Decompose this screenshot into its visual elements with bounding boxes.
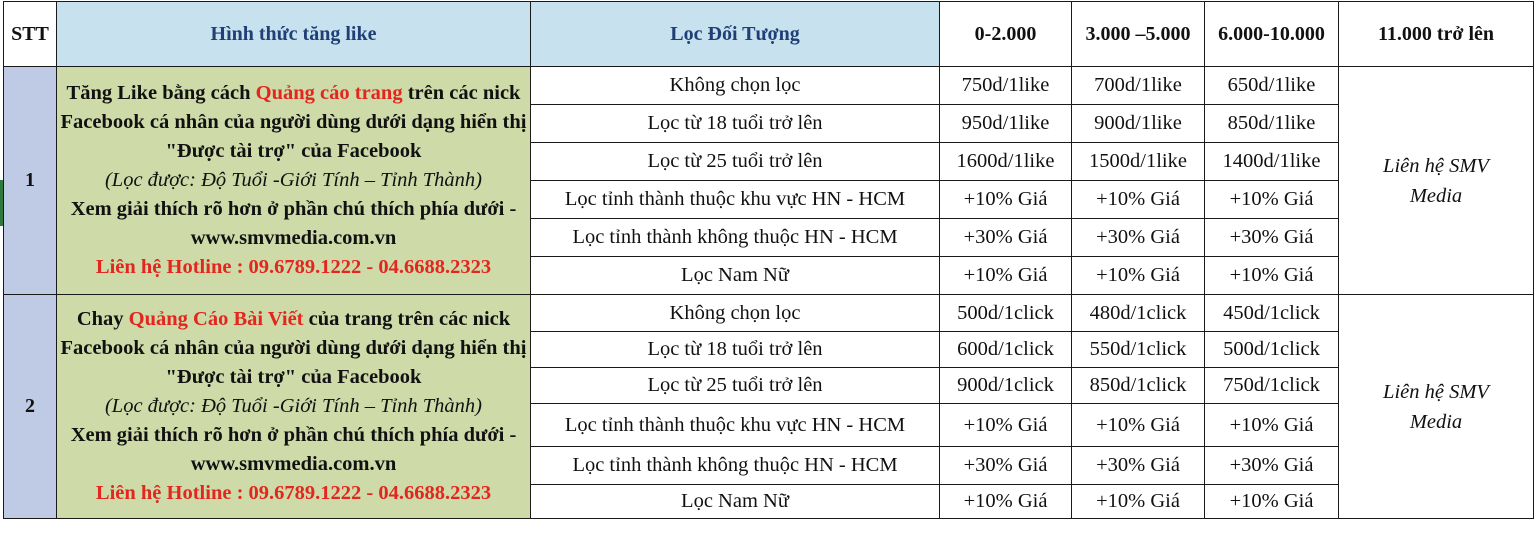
stt-cell[interactable]: 1	[3, 66, 57, 295]
header-filter[interactable]: Lọc Đối Tượng	[530, 1, 940, 67]
desc-highlight: Quảng cáo trang	[255, 82, 403, 104]
description-cell[interactable]: Tăng Like bằng cách Quảng cáo trang trên…	[56, 66, 531, 295]
table-row: Lọc tỉnh thành không thuộc HN - HCM +30% …	[4, 218, 1534, 257]
desc-filters-note: (Lọc được: Độ Tuổi -Giới Tính – Tỉnh Thà…	[104, 395, 483, 417]
table-row: Lọc Nam Nữ +10% Giá +10% Giá +10% Giá	[4, 256, 1534, 295]
header-row: STT Hình thức tăng like Lọc Đối Tượng 0-…	[3, 1, 1534, 67]
price-cell-tier-1[interactable]: +10% Giá	[939, 403, 1072, 447]
price-cell-tier-1[interactable]: +10% Giá	[939, 180, 1072, 219]
price-cell-tier-3[interactable]: +10% Giá	[1204, 484, 1339, 519]
filter-cell[interactable]: Lọc tỉnh thành không thuộc HN - HCM	[530, 218, 940, 257]
price-cell-tier-3[interactable]: 650d/1like	[1204, 66, 1339, 105]
desc-hotline: Liên hệ Hotline : 09.6789.1222 - 04.6688…	[95, 256, 492, 278]
filter-cell[interactable]: Lọc từ 25 tuổi trở lên	[530, 367, 940, 404]
price-cell-tier-3[interactable]: +10% Giá	[1204, 256, 1339, 295]
desc-more-info: Xem giải thích rõ hơn ở phần chú thích p…	[70, 424, 517, 475]
price-cell-tier-3[interactable]: 850d/1like	[1204, 104, 1339, 143]
price-cell-tier-2[interactable]: 850d/1click	[1071, 367, 1205, 404]
table-row: 2 Chay Quảng Cáo Bài Viết của trang trên …	[3, 294, 1534, 519]
desc-text: của trang trên các nick Facebook cá nhân…	[60, 308, 527, 388]
desc-filters-note: (Lọc được: Độ Tuổi -Giới Tính – Tỉnh Thà…	[104, 169, 483, 191]
price-cell-tier-1[interactable]: 900d/1click	[939, 367, 1072, 404]
contact-cell[interactable]: Liên hệ SMV Media	[1338, 294, 1534, 519]
filter-cell[interactable]: Lọc tỉnh thành không thuộc HN - HCM	[530, 446, 940, 485]
price-cell-tier-1[interactable]: 600d/1click	[939, 331, 1072, 368]
desc-more-info: Xem giải thích rõ hơn ở phần chú thích p…	[70, 198, 517, 249]
price-cell-tier-1[interactable]: 1600d/1like	[939, 142, 1072, 181]
contact-line: Liên hệ SMV	[1383, 154, 1489, 177]
price-cell-tier-1[interactable]: +30% Giá	[939, 218, 1072, 257]
table-row: Lọc tỉnh thành thuộc khu vực HN - HCM +10…	[4, 403, 1534, 447]
price-cell-tier-3[interactable]: +30% Giá	[1204, 446, 1339, 485]
header-tier-2[interactable]: 3.000 –5.000	[1071, 1, 1205, 67]
filter-cell[interactable]: Không chọn lọc	[530, 66, 940, 105]
filter-cell[interactable]: Lọc tỉnh thành thuộc khu vực HN - HCM	[530, 180, 940, 219]
price-cell-tier-2[interactable]: +30% Giá	[1071, 446, 1205, 485]
table-row: Lọc tỉnh thành thuộc khu vực HN - HCM +10…	[4, 180, 1534, 219]
price-cell-tier-1[interactable]: 500d/1click	[939, 294, 1072, 332]
table-body: 1 Tăng Like bằng cách Quảng cáo trang trê…	[3, 66, 1534, 519]
desc-text: trên các nick Facebook cá nhân của người…	[60, 82, 527, 162]
table-row: Lọc từ 18 tuổi trở lên 950d/1like 900d/1li…	[4, 104, 1534, 143]
table-row: 1 Tăng Like bằng cách Quảng cáo trang trê…	[3, 66, 1534, 295]
description-cell[interactable]: Chay Quảng Cáo Bài Viết của trang trên c…	[56, 294, 531, 519]
price-cell-tier-3[interactable]: +10% Giá	[1204, 403, 1339, 447]
desc-highlight: Quảng Cáo Bài Viết	[128, 308, 304, 330]
header-tier-1[interactable]: 0-2.000	[939, 1, 1072, 67]
desc-text: Chay	[76, 308, 129, 330]
table-row: Lọc Nam Nữ +10% Giá +10% Giá +10% Giá	[4, 484, 1534, 519]
price-cell-tier-3[interactable]: +30% Giá	[1204, 218, 1339, 257]
header-tier-4[interactable]: 11.000 trở lên	[1338, 1, 1534, 67]
filter-cell[interactable]: Lọc Nam Nữ	[530, 256, 940, 295]
price-cell-tier-3[interactable]: 750d/1click	[1204, 367, 1339, 404]
price-cell-tier-2[interactable]: 700d/1like	[1071, 66, 1205, 105]
price-cell-tier-2[interactable]: +10% Giá	[1071, 484, 1205, 519]
table-row: Lọc từ 25 tuổi trở lên 1600d/1like 1500d/1…	[4, 142, 1534, 181]
price-cell-tier-2[interactable]: 900d/1like	[1071, 104, 1205, 143]
filter-cell[interactable]: Lọc từ 25 tuổi trở lên	[530, 142, 940, 181]
contact-line: Liên hệ SMV	[1383, 380, 1489, 403]
pricing-table: STT Hình thức tăng like Lọc Đối Tượng 0-…	[3, 1, 1534, 519]
price-cell-tier-2[interactable]: +30% Giá	[1071, 218, 1205, 257]
price-cell-tier-3[interactable]: +10% Giá	[1204, 180, 1339, 219]
price-cell-tier-2[interactable]: 1500d/1like	[1071, 142, 1205, 181]
filter-cell[interactable]: Lọc Nam Nữ	[530, 484, 940, 519]
desc-hotline: Liên hệ Hotline : 09.6789.1222 - 04.6688…	[95, 482, 492, 504]
price-cell-tier-3[interactable]: 450d/1click	[1204, 294, 1339, 332]
price-cell-tier-2[interactable]: +10% Giá	[1071, 180, 1205, 219]
row-gutter-marker	[0, 180, 3, 226]
price-cell-tier-1[interactable]: 750d/1like	[939, 66, 1072, 105]
contact-line: Media	[1409, 410, 1463, 433]
desc-text: Tăng Like bằng cách	[66, 82, 256, 104]
price-cell-tier-1[interactable]: +30% Giá	[939, 446, 1072, 485]
price-cell-tier-2[interactable]: 480d/1click	[1071, 294, 1205, 332]
price-cell-tier-1[interactable]: +10% Giá	[939, 484, 1072, 519]
price-cell-tier-3[interactable]: 1400d/1like	[1204, 142, 1339, 181]
filter-cell[interactable]: Lọc từ 18 tuổi trở lên	[530, 104, 940, 143]
contact-line: Media	[1409, 184, 1463, 207]
price-cell-tier-1[interactable]: +10% Giá	[939, 256, 1072, 295]
price-cell-tier-2[interactable]: 550d/1click	[1071, 331, 1205, 368]
filter-cell[interactable]: Không chọn lọc	[530, 294, 940, 332]
price-cell-tier-3[interactable]: 500d/1click	[1204, 331, 1339, 368]
filter-cell[interactable]: Lọc từ 18 tuổi trở lên	[530, 331, 940, 368]
stt-cell[interactable]: 2	[3, 294, 57, 519]
price-cell-tier-2[interactable]: +10% Giá	[1071, 403, 1205, 447]
price-cell-tier-1[interactable]: 950d/1like	[939, 104, 1072, 143]
table-row: Lọc từ 18 tuổi trở lên 600d/1click 550d/1c…	[4, 331, 1534, 368]
price-cell-tier-2[interactable]: +10% Giá	[1071, 256, 1205, 295]
filter-cell[interactable]: Lọc tỉnh thành thuộc khu vực HN - HCM	[530, 403, 940, 447]
header-method[interactable]: Hình thức tăng like	[56, 1, 531, 67]
table-row: Lọc từ 25 tuổi trở lên 900d/1click 850d/1c…	[4, 367, 1534, 404]
contact-cell[interactable]: Liên hệ SMV Media	[1338, 66, 1534, 295]
header-tier-3[interactable]: 6.000-10.000	[1204, 1, 1339, 67]
header-stt[interactable]: STT	[3, 1, 57, 67]
